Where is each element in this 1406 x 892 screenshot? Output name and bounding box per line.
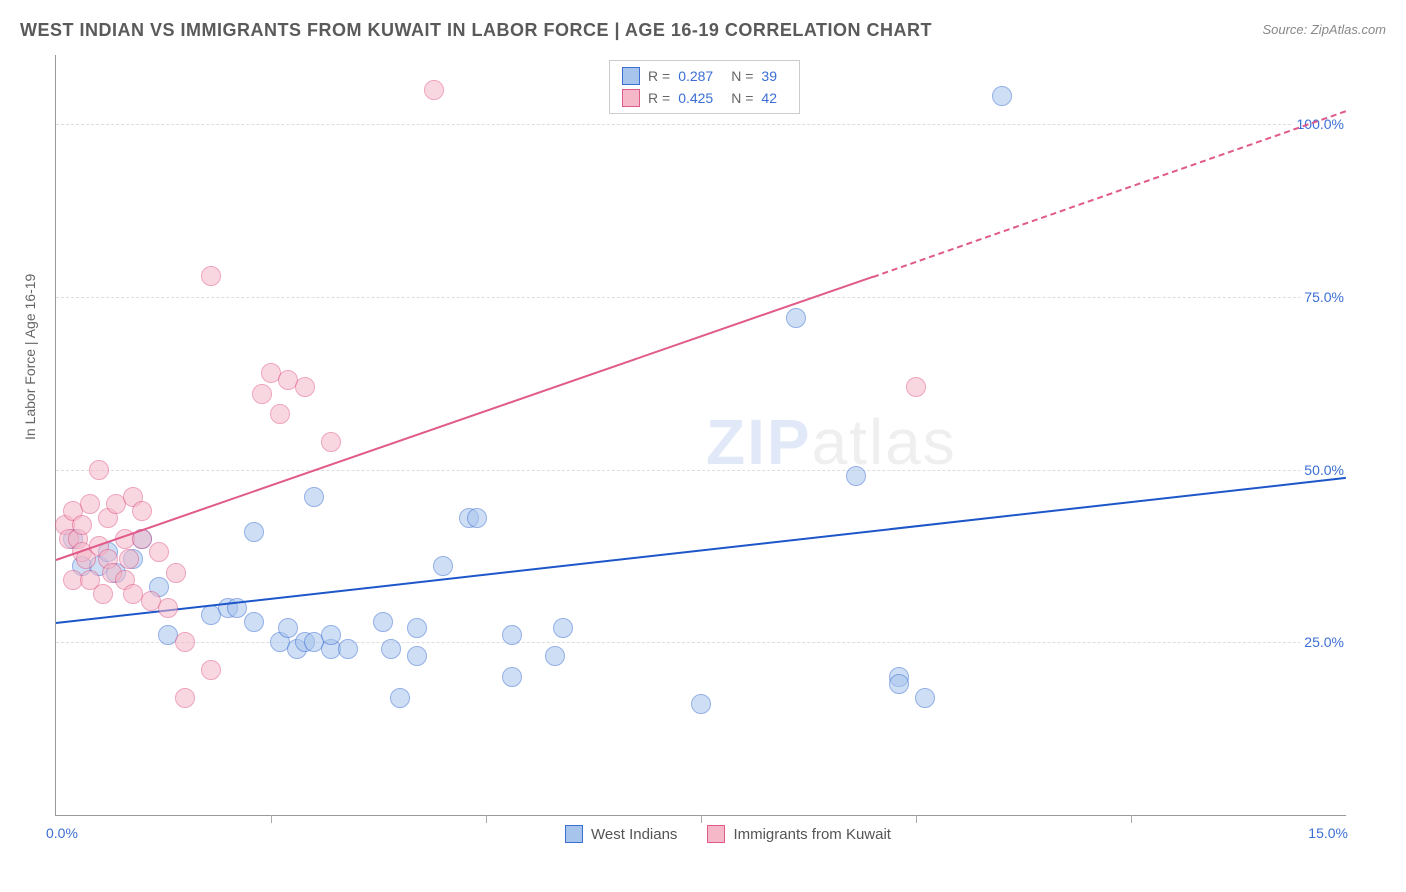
legend-item: West Indians [565, 825, 677, 843]
data-point [119, 549, 139, 569]
data-point [321, 625, 341, 645]
data-point [270, 404, 290, 424]
data-point [295, 377, 315, 397]
data-point [906, 377, 926, 397]
data-point [424, 80, 444, 100]
watermark: ZIPatlas [706, 405, 957, 479]
source-label: Source: ZipAtlas.com [1262, 22, 1386, 37]
data-point [304, 487, 324, 507]
x-tick [271, 815, 272, 823]
x-tick [1131, 815, 1132, 823]
y-axis-label: In Labor Force | Age 16-19 [22, 274, 38, 440]
chart-title: WEST INDIAN VS IMMIGRANTS FROM KUWAIT IN… [20, 20, 932, 41]
data-point [244, 522, 264, 542]
data-point [846, 466, 866, 486]
x-max-label: 15.0% [1308, 825, 1348, 841]
watermark-zip: ZIP [706, 406, 812, 478]
x-tick [916, 815, 917, 823]
trend-line [873, 110, 1347, 278]
data-point [889, 674, 909, 694]
data-point [244, 612, 264, 632]
legend-swatch [622, 89, 640, 107]
n-label: N = [731, 68, 753, 84]
legend-row: R = 0.425 N = 42 [622, 89, 787, 107]
legend-label: Immigrants from Kuwait [733, 826, 891, 843]
data-point [72, 515, 92, 535]
series-legend: West Indians Immigrants from Kuwait [565, 825, 891, 843]
gridline [56, 642, 1346, 643]
data-point [321, 432, 341, 452]
data-point [553, 618, 573, 638]
r-value: 0.425 [678, 90, 713, 106]
x-origin-label: 0.0% [46, 825, 78, 841]
data-point [545, 646, 565, 666]
legend-label: West Indians [591, 826, 677, 843]
r-label: R = [648, 90, 670, 106]
legend-swatch [622, 67, 640, 85]
data-point [467, 508, 487, 528]
y-tick-label: 75.0% [1300, 289, 1348, 305]
trend-line [56, 476, 1346, 623]
data-point [89, 460, 109, 480]
data-point [201, 266, 221, 286]
data-point [691, 694, 711, 714]
data-point [201, 660, 221, 680]
legend-swatch [707, 825, 725, 843]
data-point [992, 86, 1012, 106]
n-label: N = [731, 90, 753, 106]
watermark-atlas: atlas [812, 406, 957, 478]
data-point [373, 612, 393, 632]
data-point [175, 688, 195, 708]
data-point [381, 639, 401, 659]
y-tick-label: 25.0% [1300, 634, 1348, 650]
legend-item: Immigrants from Kuwait [707, 825, 891, 843]
x-tick [486, 815, 487, 823]
data-point [149, 542, 169, 562]
plot-region: ZIPatlas 0.0% 15.0% R = 0.287N = 39R = 0… [55, 55, 1346, 816]
data-point [175, 632, 195, 652]
r-label: R = [648, 68, 670, 84]
x-tick [701, 815, 702, 823]
data-point [80, 494, 100, 514]
data-point [338, 639, 358, 659]
n-value: 42 [761, 90, 777, 106]
data-point [502, 625, 522, 645]
data-point [502, 667, 522, 687]
data-point [786, 308, 806, 328]
data-point [166, 563, 186, 583]
legend-swatch [565, 825, 583, 843]
data-point [407, 618, 427, 638]
data-point [915, 688, 935, 708]
data-point [93, 584, 113, 604]
data-point [390, 688, 410, 708]
correlation-legend: R = 0.287 N = 39 R = 0.425 N = 42 [609, 60, 800, 114]
legend-row: R = 0.287 N = 39 [622, 67, 787, 85]
data-point [252, 384, 272, 404]
n-value: 39 [761, 68, 777, 84]
r-value: 0.287 [678, 68, 713, 84]
data-point [433, 556, 453, 576]
data-point [132, 501, 152, 521]
data-point [278, 618, 298, 638]
chart-area: ZIPatlas 0.0% 15.0% R = 0.287N = 39R = 0… [55, 55, 1385, 845]
gridline [56, 124, 1346, 125]
data-point [158, 598, 178, 618]
gridline [56, 470, 1346, 471]
gridline [56, 297, 1346, 298]
y-tick-label: 50.0% [1300, 462, 1348, 478]
data-point [407, 646, 427, 666]
